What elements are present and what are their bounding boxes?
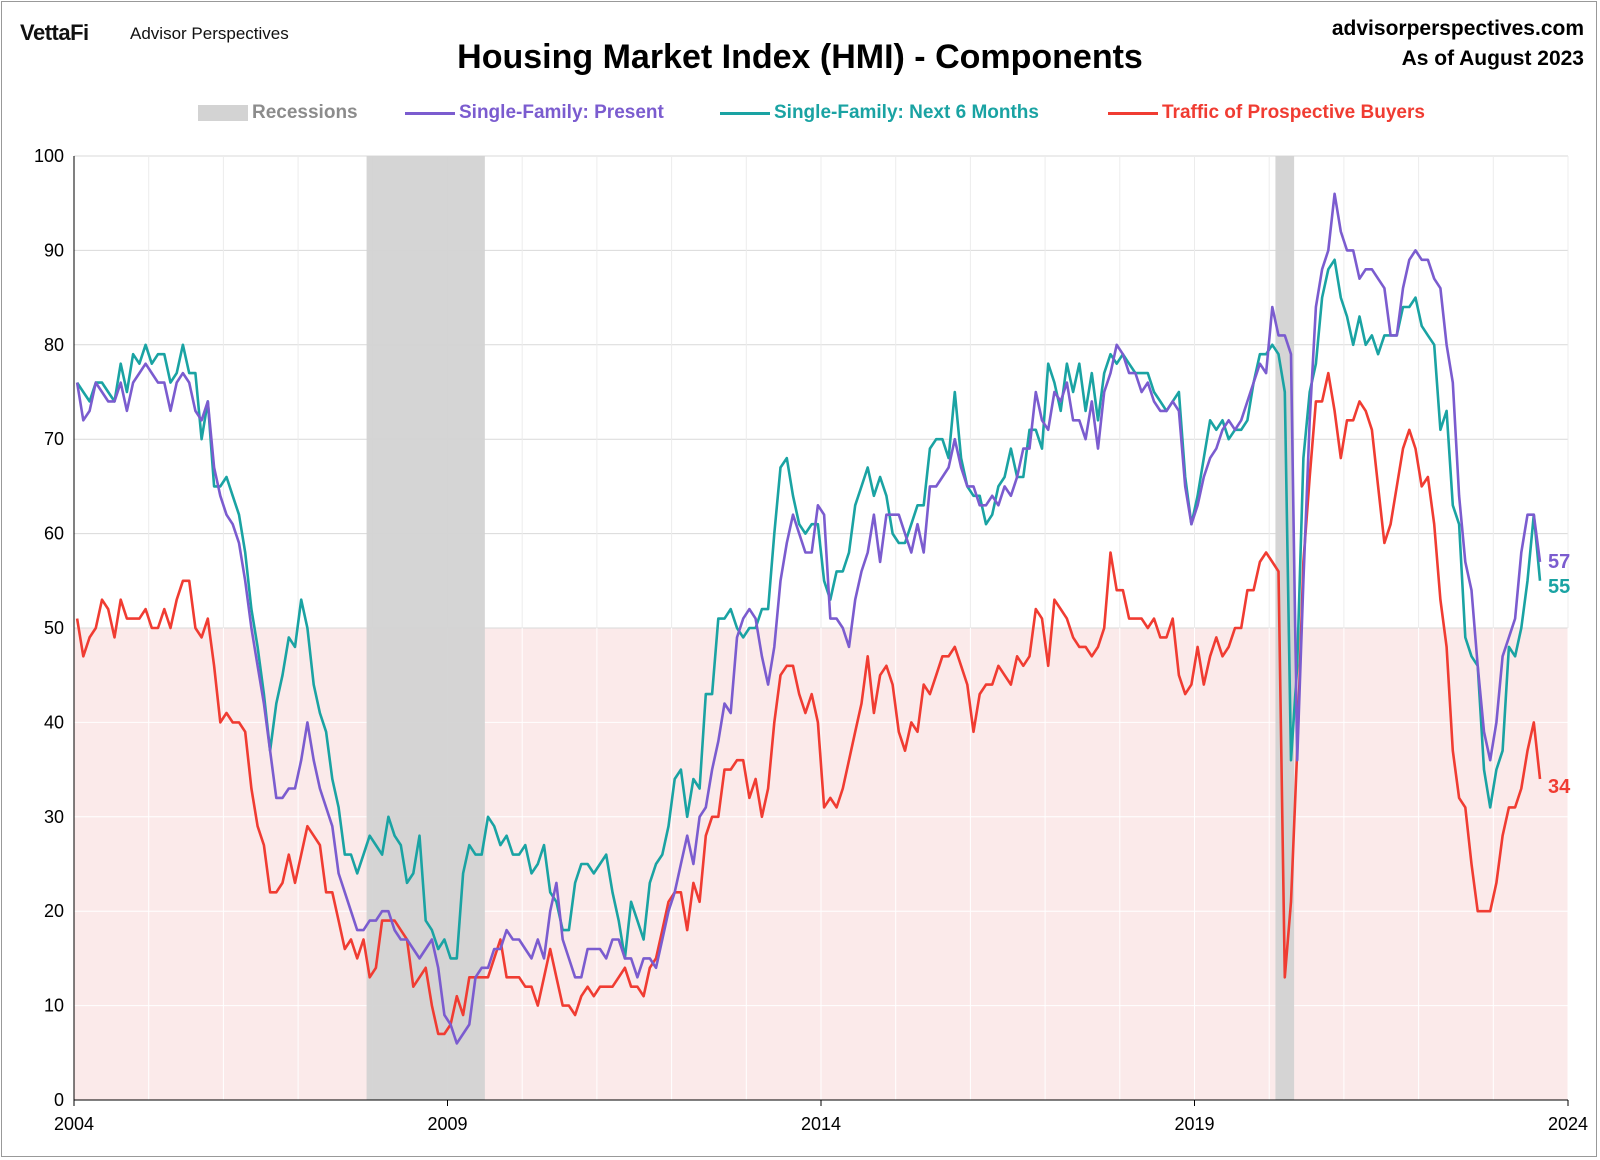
legend-recessions: Recessions bbox=[198, 102, 358, 124]
y-tick-label: 100 bbox=[34, 146, 64, 166]
x-tick-label: 2004 bbox=[54, 1114, 94, 1134]
legend-swatch-recessions bbox=[198, 105, 248, 121]
y-tick-label: 50 bbox=[44, 618, 64, 638]
recession-band bbox=[366, 156, 485, 1100]
x-tick-label: 2019 bbox=[1174, 1114, 1214, 1134]
y-tick-label: 30 bbox=[44, 807, 64, 827]
logo-subtitle: Advisor Perspectives bbox=[130, 24, 289, 43]
source-info: advisorperspectives.com As of August 202… bbox=[1332, 14, 1584, 74]
x-tick-label: 2014 bbox=[801, 1114, 841, 1134]
legend-label: Recessions bbox=[252, 102, 358, 123]
legend-label: Single-Family: Next 6 Months bbox=[774, 102, 1039, 123]
chart-title: Housing Market Index (HMI) - Components bbox=[457, 38, 1143, 76]
legend-swatch-present bbox=[405, 111, 455, 115]
legend-next6: Single-Family: Next 6 Months bbox=[720, 102, 1039, 124]
y-tick-label: 0 bbox=[54, 1090, 64, 1110]
y-tick-label: 10 bbox=[44, 996, 64, 1016]
end-value-label: 57 bbox=[1548, 551, 1570, 573]
y-tick-label: 20 bbox=[44, 901, 64, 921]
legend-swatch-traffic bbox=[1108, 111, 1158, 115]
vettafi-logo: VettaFi bbox=[20, 20, 89, 45]
series-line-2 bbox=[75, 371, 1542, 1036]
legend-label: Single-Family: Present bbox=[459, 102, 664, 123]
legend-present: Single-Family: Present bbox=[405, 102, 664, 124]
end-value-label: 34 bbox=[1548, 776, 1571, 798]
site-url: advisorperspectives.com bbox=[1331, 17, 1584, 40]
y-tick-label: 60 bbox=[44, 524, 64, 544]
legend-swatch-next6 bbox=[720, 111, 770, 115]
x-tick-label: 2009 bbox=[427, 1114, 467, 1134]
legend: Recessions Single-Family: Present Single… bbox=[0, 102, 1600, 128]
y-tick-label: 90 bbox=[44, 240, 64, 260]
y-tick-label: 70 bbox=[44, 429, 64, 449]
series-line-0 bbox=[75, 192, 1542, 1045]
x-tick-label: 2024 bbox=[1548, 1114, 1588, 1134]
y-tick-label: 80 bbox=[44, 335, 64, 355]
y-tick-label: 40 bbox=[44, 712, 64, 732]
end-value-label: 55 bbox=[1548, 576, 1570, 598]
legend-label: Traffic of Prospective Buyers bbox=[1162, 102, 1425, 123]
recession-band bbox=[1275, 156, 1295, 1100]
legend-traffic: Traffic of Prospective Buyers bbox=[1108, 102, 1425, 124]
as-of-date: As of August 2023 bbox=[1401, 47, 1584, 70]
